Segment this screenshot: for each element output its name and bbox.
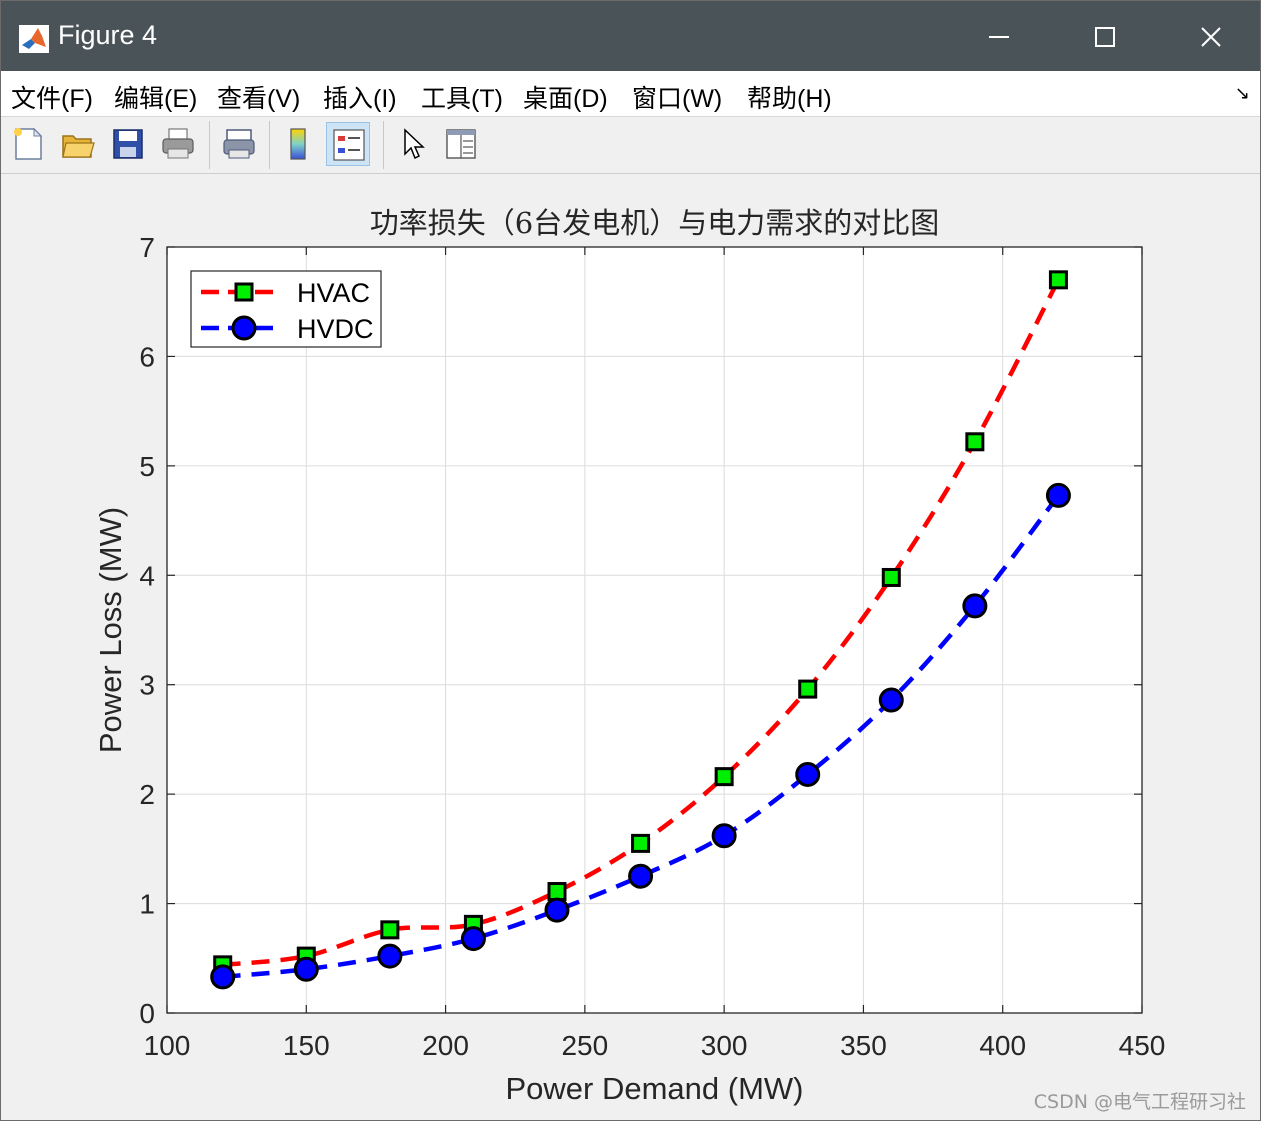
x-tick-label: 250 [561,1030,608,1061]
plot-area [167,247,1142,1013]
save-button[interactable] [106,122,150,166]
axes-box [166,246,1143,1014]
menu-desktop[interactable]: 桌面(D) [523,85,608,113]
y-tick-label: 4 [139,560,155,591]
legend-icon [333,129,365,161]
legend-marker-hvac [234,282,254,302]
data-point-hvac [547,882,567,902]
matlab-logo-icon [19,25,49,53]
y-tick-label: 0 [139,998,155,1029]
edit-plot-cursor-icon [404,128,425,160]
maximize-icon [1095,27,1115,47]
data-point-hvdc [962,593,988,619]
legend-label-hvdc: HVDC [297,314,374,344]
legend-label-hvac: HVAC [297,278,370,308]
y-tick-label: 1 [139,889,155,920]
data-point-hvac [881,567,901,587]
y-tick-label: 2 [139,779,155,810]
colorbar-button[interactable] [276,122,320,166]
chart-title: 功率损失（6台发电机）与电力需求的对比图 [370,206,939,240]
toolbar-separator [383,121,384,169]
x-tick-label: 400 [979,1030,1026,1061]
minimize-icon [989,36,1009,38]
data-point-hvdc [377,943,403,969]
data-point-hvac [1048,270,1068,290]
x-tick-label: 150 [283,1030,330,1061]
data-point-hvdc [544,897,570,923]
y-axis-label: Power Loss (MW) [93,507,128,753]
series-line-hvdc [222,494,1061,980]
watermark: CSDN @电气工程研习社 [1033,1091,1246,1113]
x-tick-label: 200 [422,1030,469,1061]
toolbar-separator [209,121,210,169]
x-tick-label: 300 [701,1030,748,1061]
figure-canvas: 100 150 200 250 300 350 400 450 0 1 2 3 4 5 6 7 功率损失（6台发… [1,174,1260,1120]
open-file-icon [62,135,95,158]
open-file-button[interactable] [56,122,100,166]
y-tick-label: 3 [139,670,155,701]
chart-svg: 100 150 200 250 300 350 400 450 0 1 2 3 4 5 6 7 功率损失（6台发… [93,206,1166,1106]
menu-window[interactable]: 窗口(W) [632,85,723,113]
y-tick-label: 7 [139,232,155,263]
data-point-hvdc [293,956,319,982]
x-tick-label: 450 [1119,1030,1166,1061]
new-figure-icon [14,127,43,160]
data-point-hvac [631,833,651,853]
data-point-hvdc [795,761,821,787]
menu-tools[interactable]: 工具(T) [421,85,503,113]
print-button[interactable] [156,122,200,166]
data-point-hvac [798,679,818,699]
data-point-hvdc [878,687,904,713]
title-bar: Figure 4 [1,1,1260,71]
x-tick-label: 350 [840,1030,887,1061]
edit-plot-button[interactable] [391,122,435,166]
legend-marker-hvdc [231,315,257,341]
data-point-hvdc [1045,482,1071,508]
legend-button[interactable] [326,122,370,166]
menu-bar: 文件(F) 编辑(E) 查看(V) 插入(I) 工具(T) 桌面(D) 窗口(W… [1,71,1260,117]
link-plot-icon [223,129,255,159]
toolbar-separator [269,121,270,169]
menu-help[interactable]: 帮助(H) [747,85,832,113]
data-point-hvac [965,432,985,452]
colorbar-icon [290,128,306,160]
menu-insert[interactable]: 插入(I) [323,85,397,113]
print-icon [162,128,194,159]
menu-edit[interactable]: 编辑(E) [114,85,198,113]
link-plot-button[interactable] [217,122,261,166]
property-editor-icon [446,129,476,159]
close-button[interactable] [1181,15,1241,59]
dock-arrow-icon[interactable]: ↘ [1234,83,1250,104]
minimize-button[interactable] [969,15,1029,59]
menu-view[interactable]: 查看(V) [217,85,301,113]
close-icon [1201,27,1221,47]
data-point-hvdc [460,926,486,952]
y-tick-label: 5 [139,451,155,482]
menu-file[interactable]: 文件(F) [11,85,93,113]
window-title: Figure 4 [58,20,158,50]
data-point-hvac [380,920,400,940]
maximize-button[interactable] [1075,15,1135,59]
toolbar [1,117,1260,174]
new-figure-button[interactable] [6,122,50,166]
legend-box [190,270,382,348]
save-icon [113,129,143,159]
data-point-hvdc [711,823,737,849]
data-point-hvdc [628,863,654,889]
data-point-hvac [714,767,734,787]
x-tick-label: 100 [144,1030,191,1061]
series-line-hvac [222,278,1061,968]
y-tick-label: 6 [139,341,155,372]
x-axis-label: Power Demand (MW) [506,1071,804,1106]
data-point-hvdc [210,964,236,990]
property-editor-button[interactable] [439,122,483,166]
